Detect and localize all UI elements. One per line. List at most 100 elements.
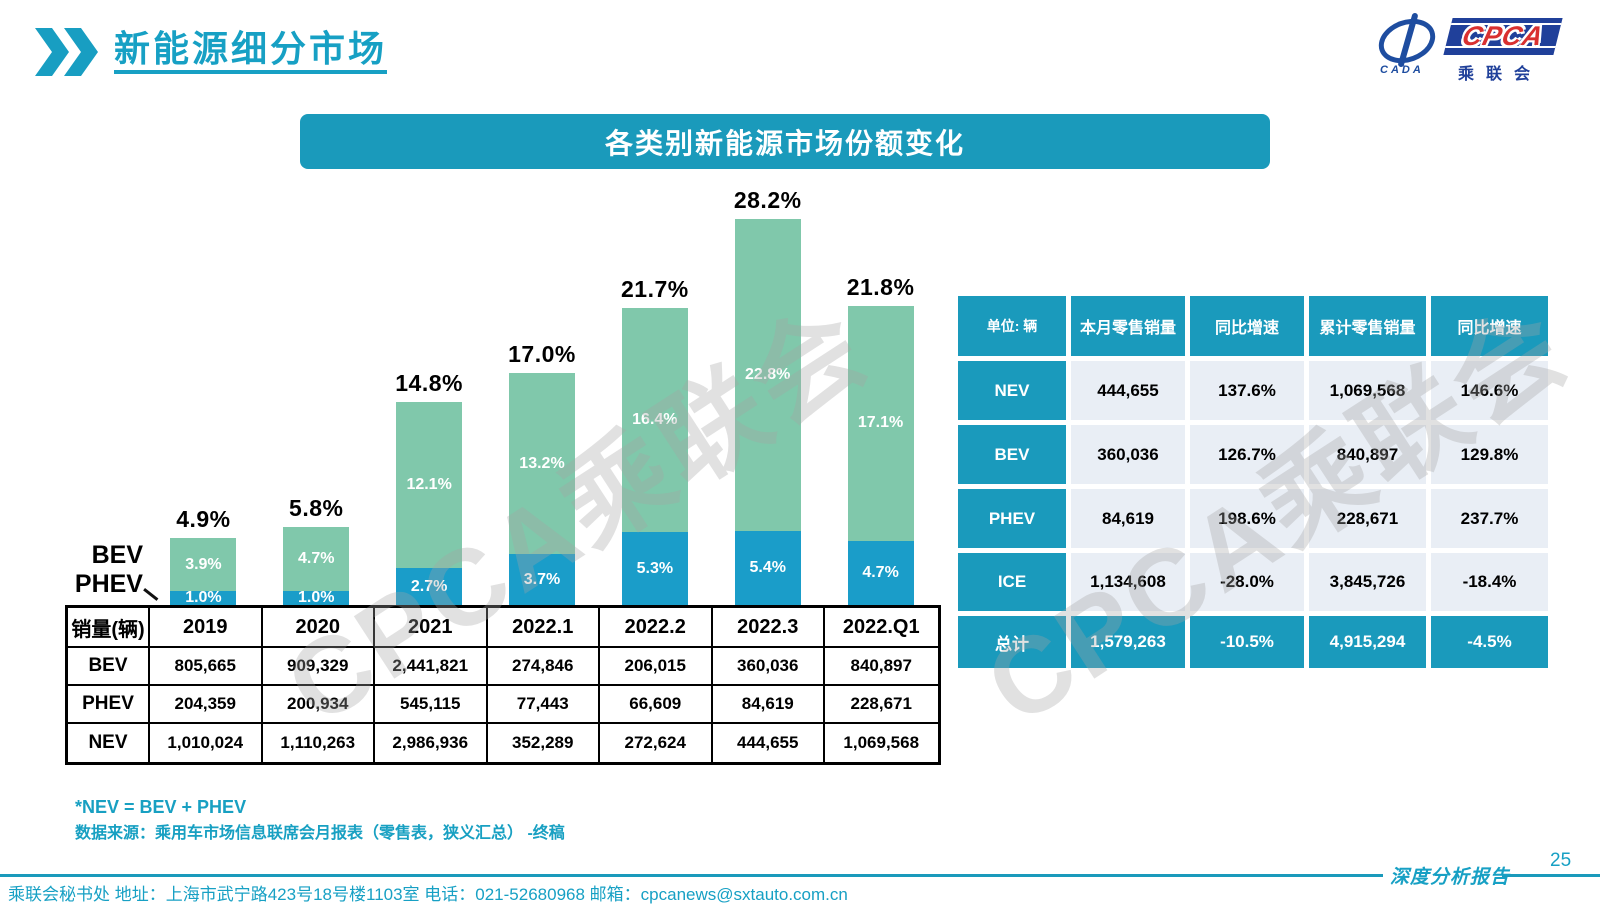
summary-value: 1,134,608 <box>1071 553 1185 611</box>
stacked-bar: 4.7% 1.0% <box>283 526 350 606</box>
sales-value: 272,624 <box>600 724 713 762</box>
note-nev-formula: *NEV = BEV + PHEV <box>75 797 247 817</box>
year-header: 2022.1 <box>487 608 600 648</box>
year-header: 2022.2 <box>600 608 713 648</box>
slide-header: 新能源细分市场 <box>35 28 388 76</box>
legend-bev-label: BEV <box>91 541 143 569</box>
phev-segment: 1.0% <box>283 589 350 606</box>
unit-label: 单位: 辆 <box>958 296 1066 356</box>
bar-group-2021: 14.8% 12.1% 2.7% <box>373 370 486 605</box>
sales-value: 840,897 <box>825 648 938 686</box>
sales-value: 360,036 <box>712 648 825 686</box>
total-share-label: 21.7% <box>620 275 689 302</box>
summary-row-label-PHEV: PHEV <box>958 489 1066 548</box>
row-label-PHEV: PHEV <box>68 686 150 724</box>
sales-value: 84,619 <box>712 686 825 724</box>
total-share-label: 28.2% <box>733 186 802 213</box>
row-label-NEV: NEV <box>68 724 150 762</box>
sales-value: 1,010,024 <box>150 724 263 762</box>
summary-value: 137.6% <box>1190 361 1304 420</box>
summary-row-label-总计: 总计 <box>958 616 1066 668</box>
summary-value: 198.6% <box>1190 489 1304 548</box>
chevron-icon <box>35 28 69 76</box>
summary-row-label-NEV: NEV <box>958 361 1066 420</box>
year-header: 2021 <box>375 608 488 648</box>
bar-group-2022.1: 17.0% 13.2% 3.7% <box>486 341 599 605</box>
summary-value: 84,619 <box>1071 489 1185 548</box>
sales-value: 1,069,568 <box>843 733 920 752</box>
sales-value: 444,655 <box>713 724 825 762</box>
summary-value: 146.6% <box>1431 361 1548 420</box>
stacked-bar: 16.4% 5.3% <box>621 307 688 605</box>
bar-group-2022.2: 21.7% 16.4% 5.3% <box>598 276 711 605</box>
logo-cada-text: CADA <box>1380 64 1424 76</box>
summary-value: 360,036 <box>1071 425 1185 484</box>
bar-group-2022.3: 28.2% 22.8% 5.4% <box>711 187 824 605</box>
bev-segment: 22.8% <box>734 218 801 532</box>
stacked-bar: 3.9% 1.0% <box>170 537 237 606</box>
stacked-bar: 13.2% 3.7% <box>508 373 575 605</box>
logo-chinese-text: 乘联会 <box>1458 66 1543 83</box>
total-share-label: 17.0% <box>508 341 576 368</box>
logo-banner: CPCA <box>1443 18 1563 55</box>
bev-segment: 17.1% <box>847 306 914 541</box>
summary-value: -10.5% <box>1190 616 1304 668</box>
sales-value: 206,015 <box>600 648 713 686</box>
summary-column-header: 同比增速 <box>1431 296 1548 356</box>
summary-value: 1,579,263 <box>1071 616 1185 668</box>
sales-value: 204,359 <box>150 686 263 724</box>
cpca-logo: CADA CPCA 乘联会 <box>1372 11 1563 83</box>
sales-value: 77,443 <box>487 686 600 724</box>
sales-value: 2,986,936 <box>375 724 488 762</box>
sales-value: 2,441,821 <box>375 648 488 686</box>
sales-value: 352,289 <box>488 724 600 762</box>
report-series-label: 深度分析报告 <box>1390 866 1511 888</box>
phev-segment: 5.3% <box>621 532 688 605</box>
page-title: 新能源细分市场 <box>114 29 388 75</box>
total-share-label: 4.9% <box>176 505 231 532</box>
year-header: 2019 <box>150 608 263 648</box>
summary-value: 126.7% <box>1190 425 1304 484</box>
row-label-BEV: BEV <box>68 648 150 686</box>
sales-value: 228,671 <box>825 686 938 724</box>
note-data-source: 数据来源：乘用车市场信息联席会月报表（零售表，狭义汇总） -终稿 <box>75 825 565 842</box>
page-number: 25 <box>1550 850 1572 871</box>
logo-cpca-text: CPCA <box>1459 21 1548 51</box>
summary-value: -28.0% <box>1190 553 1304 611</box>
sales-value: 909,329 <box>262 648 375 686</box>
chart-title-banner: 各类别新能源市场份额变化 <box>300 114 1270 169</box>
phev-segment: 1.0% <box>170 589 237 606</box>
phev-segment: 3.7% <box>508 554 575 605</box>
bar-group-2022.Q1: 21.8% 17.1% 4.7% <box>824 274 937 605</box>
legend-phev-label: PHEV <box>74 570 143 598</box>
summary-value: 444,655 <box>1071 361 1185 420</box>
sales-table-corner: 销量(辆) <box>68 608 150 648</box>
summary-value: -4.5% <box>1431 616 1548 668</box>
chart-title: 各类别新能源市场份额变化 <box>604 127 965 159</box>
year-header: 2020 <box>262 608 375 648</box>
stacked-bar: 12.1% 2.7% <box>396 402 463 605</box>
bev-segment: 12.1% <box>396 402 463 569</box>
summary-table: 单位: 辆本月零售销量 同比增速 累计零售销量 同比增速 NEV 444,655 137.6… <box>958 296 1548 668</box>
bev-segment: 16.4% <box>621 307 688 533</box>
summary-row-label-ICE: ICE <box>958 553 1066 611</box>
summary-value: 228,671 <box>1309 489 1426 548</box>
market-share-chart: 4.9% 3.9% 1.0% 5.8% 4.7% 1.0% 14.8% 12.1% 2.7% 17… <box>147 170 937 606</box>
total-share-label: 5.8% <box>289 494 344 521</box>
summary-value: -18.4% <box>1431 553 1548 611</box>
stacked-bar: 17.1% 4.7% <box>847 306 914 605</box>
year-header: 2022.3 <box>712 608 825 648</box>
summary-column-header: 本月零售销量 <box>1071 296 1185 356</box>
sales-value: 545,115 <box>375 686 488 724</box>
sales-table: 销量(辆) 2019 2020 2021 2022.1 2022.2 2022.3 2022.… <box>65 605 941 765</box>
summary-value: 237.7% <box>1431 489 1548 548</box>
sales-value: 805,665 <box>150 648 263 686</box>
summary-value: 840,897 <box>1309 425 1426 484</box>
sales-value: 200,934 <box>262 686 375 724</box>
summary-value: 4,915,294 <box>1309 616 1426 668</box>
footer-rule-right <box>1502 874 1600 877</box>
summary-value: 1,069,568 <box>1309 361 1426 420</box>
summary-column-header: 同比增速 <box>1190 296 1304 356</box>
bev-segment: 13.2% <box>508 373 575 555</box>
footer-address: 乘联会秘书处 地址：上海市武宁路423号18号楼1103室 电话：021-526… <box>8 885 848 904</box>
